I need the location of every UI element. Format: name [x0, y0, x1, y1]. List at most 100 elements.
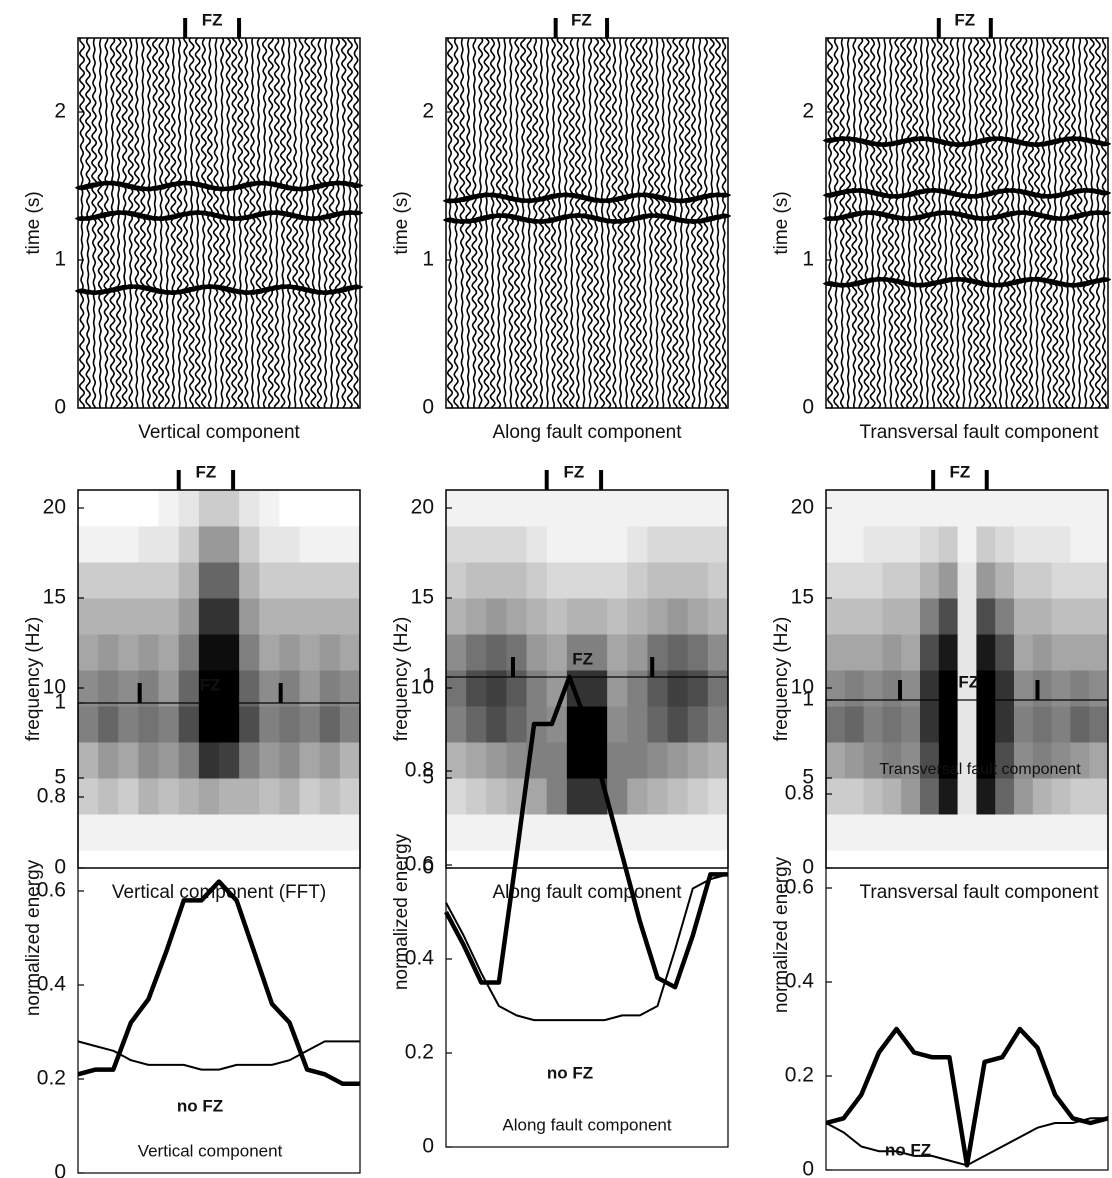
trace	[91, 37, 98, 409]
trace	[279, 37, 287, 409]
heat-cell	[1051, 706, 1071, 743]
trace	[997, 37, 1004, 409]
heat-cell	[446, 670, 467, 707]
trace	[1046, 37, 1053, 409]
y-tick-label: 0	[802, 856, 814, 879]
fz-label: FZ	[564, 462, 585, 481]
plot-frame	[77, 37, 361, 409]
heat-cell	[957, 814, 977, 851]
heat-cell	[707, 598, 729, 635]
heat-cell	[1089, 778, 1109, 815]
heat-cell	[627, 742, 648, 779]
heat-cell	[566, 562, 588, 599]
arrival-phase	[822, 276, 1112, 288]
y-axis-label: time (s)	[391, 191, 412, 254]
heat-cell	[239, 490, 260, 527]
heat-cell	[687, 778, 709, 815]
heat-cell	[118, 526, 139, 563]
heat-cell	[506, 526, 528, 563]
arrival-phase	[822, 210, 1112, 222]
panel: 0 5 10 15 20 frequency (Hz) FZ Vertical compone…	[23, 462, 361, 903]
heat-cell	[446, 526, 467, 563]
heat-cell	[587, 634, 608, 671]
y-tick-label: 0	[422, 856, 434, 879]
trace	[918, 37, 925, 409]
heat-cell	[607, 598, 628, 635]
trace	[231, 37, 238, 409]
heat-cell	[486, 526, 507, 563]
heat-cell	[826, 490, 846, 527]
trace	[352, 37, 360, 409]
trace	[1058, 37, 1065, 409]
fz-label: FZ	[954, 10, 975, 29]
heat-cell	[957, 562, 977, 599]
heat-cell	[826, 706, 846, 743]
trace	[635, 37, 642, 409]
heat-cell	[647, 562, 669, 599]
heat-cell	[607, 490, 628, 527]
heat-cell	[178, 778, 200, 815]
heat-cell	[976, 814, 996, 851]
heat-cell	[1032, 598, 1053, 635]
heat-cell	[957, 598, 977, 635]
heat-cell	[1014, 526, 1034, 563]
heat-cell	[995, 562, 1015, 599]
trace	[629, 37, 636, 409]
y-axis-label: time (s)	[23, 191, 44, 254]
heat-cell	[299, 526, 321, 563]
heat-cell	[863, 706, 883, 743]
heat-cell	[259, 526, 280, 563]
trace	[845, 37, 852, 409]
heat-cell	[844, 814, 865, 851]
y-tick-label: 5	[802, 766, 814, 789]
trace	[672, 37, 679, 409]
heat-cell	[882, 526, 902, 563]
heat-cell	[707, 814, 729, 851]
heat-cell	[339, 562, 361, 599]
heat-cell	[158, 670, 180, 707]
heat-cell	[826, 742, 846, 779]
trace	[1033, 37, 1041, 409]
heat-cell	[976, 634, 996, 671]
trace	[164, 37, 171, 409]
y-tick-label: 0.2	[405, 1041, 434, 1064]
heat-cell	[863, 490, 883, 527]
trace	[483, 37, 490, 409]
no-fz-energy-line	[77, 1040, 360, 1071]
y-tick-label: 0.2	[37, 1067, 66, 1090]
heat-cell	[1070, 526, 1090, 563]
heat-cell	[707, 706, 729, 743]
heat-cell	[1070, 778, 1090, 815]
y-tick-label: 0.6	[785, 876, 814, 899]
heat-cell	[466, 490, 487, 527]
heat-cell	[901, 526, 921, 563]
heat-cell	[687, 706, 709, 743]
heat-cell	[1014, 814, 1034, 851]
trace	[115, 37, 122, 409]
heat-cell	[299, 742, 321, 779]
heat-cell	[1051, 526, 1071, 563]
series-label: no FZ	[547, 1063, 593, 1082]
heat-cell	[1032, 742, 1053, 779]
heat-cell	[446, 598, 467, 635]
trace	[170, 37, 177, 409]
trace	[322, 37, 329, 409]
heat-cell	[587, 814, 608, 851]
heat-cell	[957, 778, 977, 815]
heat-cell	[687, 742, 709, 779]
y-tick-label: 1	[422, 665, 434, 688]
y-axis-label: normalized energy	[771, 856, 792, 1013]
heat-cell	[995, 490, 1015, 527]
trace	[930, 37, 937, 409]
heat-cell	[198, 634, 220, 671]
trace	[477, 37, 484, 409]
trace	[942, 37, 949, 409]
trace	[586, 37, 594, 409]
heat-cell	[687, 526, 709, 563]
heat-cell	[138, 742, 160, 779]
y-tick-label: 0.6	[37, 879, 66, 902]
heat-cell	[882, 562, 902, 599]
fz-energy-line	[444, 674, 728, 990]
fz-energy-line	[77, 879, 360, 1086]
heat-cell	[863, 778, 883, 815]
